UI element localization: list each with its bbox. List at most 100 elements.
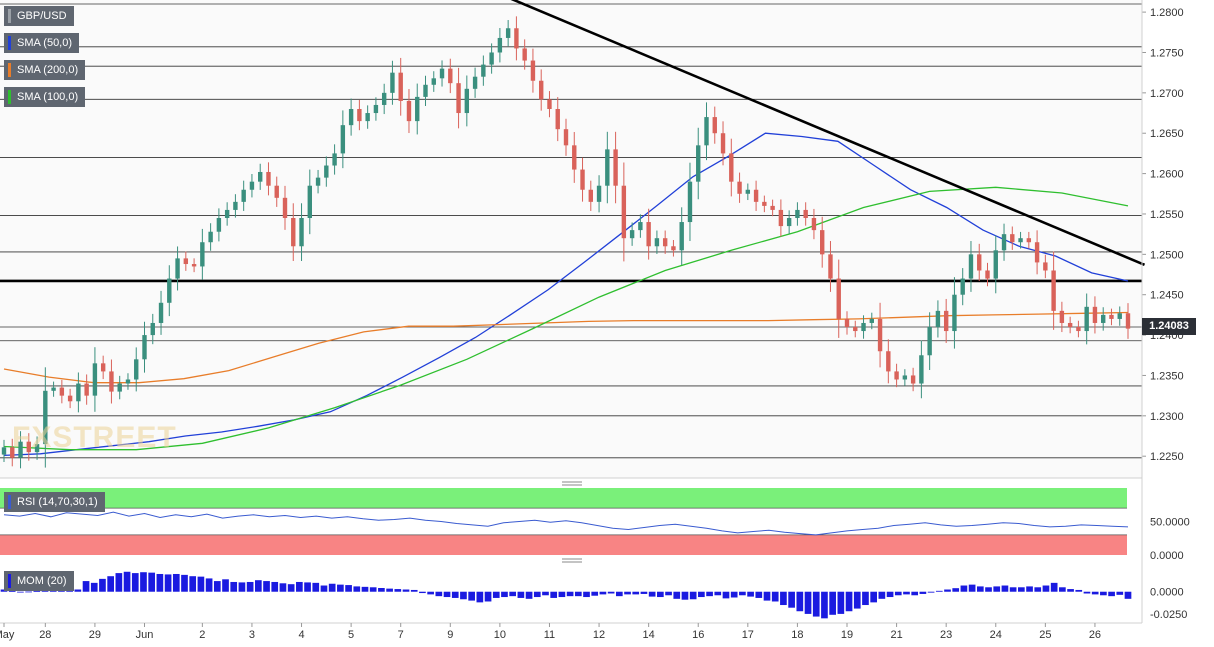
candle — [497, 28, 503, 63]
mom-bar — [172, 573, 180, 592]
horizontal-levels — [0, 3, 1142, 459]
candle — [696, 127, 701, 200]
candle — [233, 194, 238, 218]
candle — [324, 156, 329, 187]
sma50-text: SMA (50,0) — [17, 37, 73, 49]
mom-bar — [673, 591, 681, 599]
sma50-label[interactable]: SMA (50,0) — [4, 33, 80, 53]
sma50-line — [3, 132, 1129, 457]
candle-body — [208, 231, 213, 243]
time-tick-label: 10 — [494, 629, 506, 641]
mom-bar — [451, 591, 459, 598]
current-price-tag: 1.24083 — [1142, 318, 1196, 335]
candle — [596, 175, 602, 213]
candle-body — [968, 254, 974, 279]
candle-body — [365, 113, 370, 122]
mom-bar — [960, 585, 968, 592]
rsi-tick-label: 50.0000 — [1150, 517, 1190, 529]
candle — [927, 312, 932, 371]
mom-bar — [853, 591, 861, 609]
mom-bar — [140, 572, 147, 592]
candle — [745, 183, 751, 201]
candle-body — [547, 99, 552, 110]
mom-bar — [517, 591, 525, 598]
price-tick-label: 1.2550 — [1150, 209, 1184, 221]
candle — [836, 259, 841, 338]
candle — [985, 262, 990, 287]
candle — [662, 230, 668, 254]
candle — [183, 251, 189, 271]
sma100-line — [3, 186, 1129, 451]
mom-bar — [8, 591, 16, 592]
candle-body — [1, 447, 7, 455]
mom-bar — [542, 591, 549, 596]
price-tick-label: 1.2650 — [1150, 128, 1184, 140]
mom-bar — [148, 572, 156, 592]
candle-body — [1010, 234, 1015, 243]
time-tick-label: 3 — [249, 629, 255, 641]
candle — [902, 369, 908, 386]
candle-body — [423, 84, 428, 97]
panel-resize-handle[interactable] — [562, 558, 582, 563]
sma200-swatch — [8, 63, 11, 77]
mom-bar — [1100, 591, 1107, 596]
symbol-label[interactable]: GBP/USD — [4, 6, 74, 26]
candle — [1059, 301, 1065, 333]
mom-bar — [911, 591, 919, 596]
candle — [803, 202, 808, 226]
candle — [505, 20, 511, 47]
mom-bar — [952, 588, 960, 592]
mom-label[interactable]: MOM (20) — [4, 571, 74, 591]
candle-body — [489, 52, 494, 65]
candle-body — [216, 218, 222, 232]
candle — [572, 132, 577, 183]
price-tick-label: 1.2300 — [1150, 411, 1184, 423]
candle-body — [381, 92, 387, 105]
candle-body — [514, 28, 519, 49]
candle-body — [646, 222, 651, 247]
mom-bar — [599, 591, 607, 595]
candle-body — [291, 218, 296, 247]
candle-body — [332, 153, 337, 166]
candle-body — [497, 37, 503, 53]
time-tick-label: Jun — [136, 629, 154, 641]
candle — [274, 176, 279, 207]
candle — [18, 431, 23, 469]
candle-body — [853, 327, 858, 332]
candle — [10, 438, 15, 467]
candle — [770, 199, 775, 217]
candle-body — [919, 355, 924, 384]
candle — [291, 203, 296, 262]
candle — [1034, 230, 1040, 275]
candle — [307, 169, 312, 235]
candle — [191, 258, 197, 273]
candle — [1043, 254, 1048, 279]
price-tick-label: 1.2750 — [1150, 47, 1184, 59]
candle — [134, 347, 139, 392]
mom-bar — [1091, 591, 1099, 595]
sma200-label[interactable]: SMA (200,0) — [4, 60, 86, 80]
candle-body — [134, 359, 139, 380]
mom-bar — [246, 581, 254, 592]
mom-bar — [878, 591, 886, 599]
price-tick-label: 1.2450 — [1150, 290, 1184, 302]
time-tick-label: 24 — [990, 629, 1002, 641]
sma100-label[interactable]: SMA (100,0) — [4, 87, 86, 107]
mom-bar — [804, 591, 812, 614]
panel-resize-handle[interactable] — [562, 481, 582, 486]
mom-bar — [394, 589, 402, 592]
candle-body — [786, 218, 792, 227]
time-tick-label: 4 — [298, 629, 304, 641]
rsi-label[interactable]: RSI (14,70,30,1) — [4, 492, 105, 512]
symbol-swatch — [8, 9, 11, 23]
candle — [1109, 308, 1114, 326]
mom-bar — [90, 582, 98, 592]
candle-body — [200, 242, 205, 267]
mom-bar — [254, 580, 262, 592]
mom-bar — [1009, 587, 1017, 592]
mom-bar — [829, 591, 836, 615]
candle — [795, 202, 800, 226]
candle — [1001, 223, 1007, 261]
candle — [258, 163, 263, 190]
candle — [629, 222, 635, 246]
